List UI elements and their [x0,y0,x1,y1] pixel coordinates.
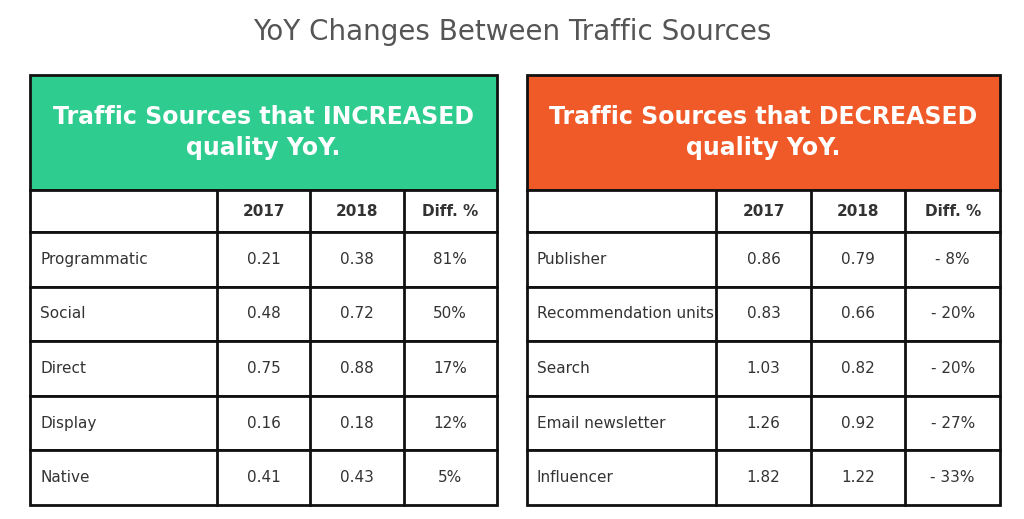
Text: Display: Display [40,416,96,431]
Text: 0.48: 0.48 [247,306,281,321]
Text: - 8%: - 8% [935,252,970,267]
Text: Influencer: Influencer [537,470,613,485]
Text: 0.16: 0.16 [247,416,281,431]
Text: - 33%: - 33% [931,470,975,485]
Bar [30,190,497,232]
Bar [527,341,1000,396]
Bar [30,396,497,450]
Text: Native: Native [40,470,89,485]
Text: 12%: 12% [433,416,467,431]
Text: 0.83: 0.83 [746,306,780,321]
Text: Email newsletter: Email newsletter [537,416,666,431]
Text: 81%: 81% [433,252,467,267]
Text: YoY Changes Between Traffic Sources: YoY Changes Between Traffic Sources [253,18,771,46]
Text: 0.66: 0.66 [841,306,876,321]
Text: 1.22: 1.22 [842,470,874,485]
Text: 1.03: 1.03 [746,361,780,376]
Text: Social: Social [40,306,85,321]
Bar [30,286,497,341]
Text: Publisher: Publisher [537,252,607,267]
Text: 0.86: 0.86 [746,252,780,267]
Text: - 27%: - 27% [931,416,975,431]
Text: Diff. %: Diff. % [422,203,478,218]
Text: 0.72: 0.72 [340,306,374,321]
Text: 2017: 2017 [243,203,285,218]
Text: Direct: Direct [40,361,86,376]
Text: 0.79: 0.79 [841,252,876,267]
Text: - 20%: - 20% [931,361,975,376]
Text: Traffic Sources that DECREASED
quality YoY.: Traffic Sources that DECREASED quality Y… [549,105,978,160]
Text: Programmatic: Programmatic [40,252,147,267]
Text: 2018: 2018 [837,203,880,218]
Text: - 20%: - 20% [931,306,975,321]
Bar [30,341,497,396]
Text: 0.43: 0.43 [340,470,374,485]
Text: 50%: 50% [433,306,467,321]
Text: 1.26: 1.26 [746,416,780,431]
Bar [527,396,1000,450]
Text: Traffic Sources that INCREASED
quality YoY.: Traffic Sources that INCREASED quality Y… [53,105,474,160]
Bar [527,190,1000,232]
Text: Recommendation units: Recommendation units [537,306,714,321]
Text: 0.41: 0.41 [247,470,281,485]
Text: Search: Search [537,361,590,376]
Text: 0.38: 0.38 [340,252,374,267]
Bar [30,232,497,286]
Bar [527,75,1000,190]
Text: 0.21: 0.21 [247,252,281,267]
Text: 0.18: 0.18 [340,416,374,431]
Text: 5%: 5% [438,470,463,485]
Bar [30,75,497,190]
Bar [30,450,497,505]
Text: 17%: 17% [433,361,467,376]
Text: 0.82: 0.82 [842,361,874,376]
Bar [527,232,1000,286]
Bar [527,286,1000,341]
Text: 2018: 2018 [336,203,378,218]
Bar [527,450,1000,505]
Text: Diff. %: Diff. % [925,203,981,218]
Text: 0.88: 0.88 [340,361,374,376]
Text: 0.92: 0.92 [841,416,876,431]
Text: 0.75: 0.75 [247,361,281,376]
Text: 2017: 2017 [742,203,784,218]
Text: 1.82: 1.82 [746,470,780,485]
